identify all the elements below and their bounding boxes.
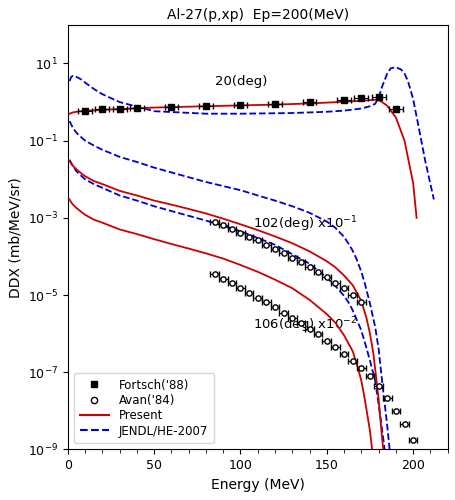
Present bbox=[306, 100, 312, 106]
JENDL/HE-2007 bbox=[372, 101, 377, 107]
Present bbox=[203, 103, 208, 109]
Text: 106(deg) x10$^{-2}$: 106(deg) x10$^{-2}$ bbox=[252, 316, 356, 335]
JENDL/HE-2007 bbox=[100, 91, 105, 97]
Present bbox=[134, 106, 139, 112]
Present bbox=[410, 180, 415, 186]
Present bbox=[151, 104, 157, 110]
Present bbox=[401, 138, 406, 143]
Present bbox=[379, 99, 384, 105]
Present bbox=[413, 215, 419, 221]
Present bbox=[341, 98, 346, 104]
JENDL/HE-2007 bbox=[415, 122, 420, 128]
JENDL/HE-2007 bbox=[358, 106, 363, 112]
JENDL/HE-2007 bbox=[387, 66, 393, 71]
JENDL/HE-2007 bbox=[422, 158, 427, 164]
Present bbox=[116, 106, 122, 112]
X-axis label: Energy (MeV): Energy (MeV) bbox=[210, 478, 304, 492]
Title: Al-27(p,xp)  Ep=200(MeV): Al-27(p,xp) Ep=200(MeV) bbox=[167, 8, 348, 22]
JENDL/HE-2007 bbox=[341, 108, 346, 114]
Present bbox=[372, 96, 377, 102]
Present bbox=[358, 98, 363, 104]
JENDL/HE-2007 bbox=[401, 70, 406, 76]
Present bbox=[74, 109, 79, 115]
Present bbox=[237, 102, 243, 108]
JENDL/HE-2007 bbox=[379, 84, 384, 89]
Present bbox=[100, 107, 105, 113]
JENDL/HE-2007 bbox=[404, 78, 410, 84]
JENDL/HE-2007 bbox=[430, 196, 435, 202]
Text: 102(deg) x10$^{-1}$: 102(deg) x10$^{-1}$ bbox=[252, 214, 356, 234]
Present bbox=[366, 97, 372, 103]
Line: Present: Present bbox=[70, 100, 416, 218]
JENDL/HE-2007 bbox=[366, 103, 372, 109]
Present bbox=[384, 103, 389, 109]
Legend: Fortsch('88), Avan('84), Present, JENDL/HE-2007: Fortsch('88), Avan('84), Present, JENDL/… bbox=[74, 372, 213, 444]
JENDL/HE-2007 bbox=[74, 74, 79, 80]
Line: JENDL/HE-2007: JENDL/HE-2007 bbox=[70, 67, 433, 200]
JENDL/HE-2007 bbox=[237, 110, 243, 116]
Present bbox=[168, 104, 174, 110]
JENDL/HE-2007 bbox=[398, 66, 403, 72]
JENDL/HE-2007 bbox=[289, 110, 294, 116]
JENDL/HE-2007 bbox=[151, 108, 157, 114]
JENDL/HE-2007 bbox=[392, 64, 398, 70]
Present bbox=[68, 110, 74, 116]
Present bbox=[79, 108, 84, 114]
JENDL/HE-2007 bbox=[79, 76, 84, 82]
Present bbox=[392, 114, 398, 120]
Present bbox=[82, 108, 88, 114]
Y-axis label: DDX (mb/MeV/sr): DDX (mb/MeV/sr) bbox=[8, 177, 22, 298]
JENDL/HE-2007 bbox=[203, 110, 208, 116]
JENDL/HE-2007 bbox=[384, 70, 389, 76]
Present bbox=[272, 102, 277, 107]
JENDL/HE-2007 bbox=[70, 73, 76, 79]
JENDL/HE-2007 bbox=[68, 74, 74, 80]
JENDL/HE-2007 bbox=[324, 109, 329, 115]
JENDL/HE-2007 bbox=[116, 99, 122, 105]
JENDL/HE-2007 bbox=[67, 78, 72, 84]
Present bbox=[375, 97, 380, 103]
Text: 20(deg): 20(deg) bbox=[214, 75, 266, 88]
Present bbox=[91, 108, 96, 114]
JENDL/HE-2007 bbox=[375, 94, 380, 100]
JENDL/HE-2007 bbox=[410, 96, 415, 102]
JENDL/HE-2007 bbox=[82, 80, 88, 86]
Present bbox=[70, 110, 76, 116]
Present bbox=[67, 110, 72, 116]
JENDL/HE-2007 bbox=[91, 86, 96, 92]
